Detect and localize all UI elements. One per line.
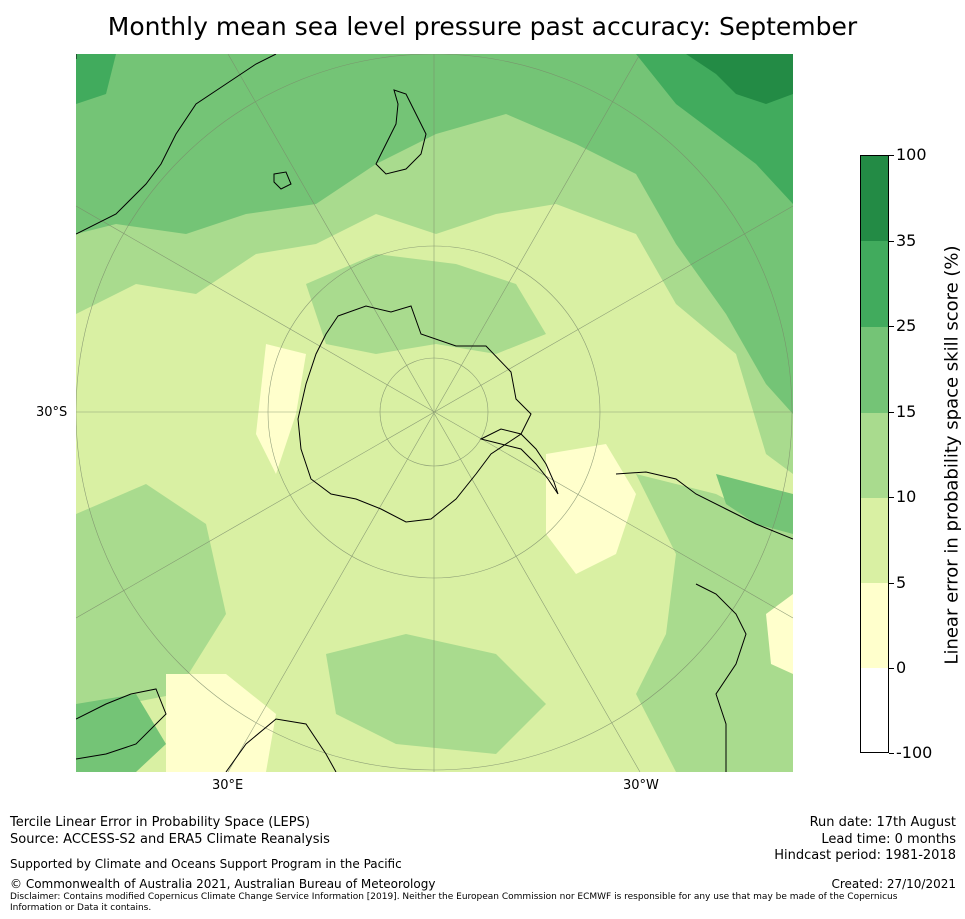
footer-copyright: © Commonwealth of Australia 2021, Austra…: [10, 877, 436, 891]
footer-support: Supported by Climate and Oceans Support …: [10, 857, 402, 871]
colorbar-tick-10: 10: [889, 489, 916, 505]
colorbar-tick-25: 25: [889, 318, 916, 334]
chart-title: Monthly mean sea level pressure past acc…: [107, 12, 858, 41]
coastlines: [76, 54, 793, 772]
field-mid-ring: [306, 254, 546, 354]
field-midhigh-sw: [76, 694, 166, 772]
colorbar: [860, 155, 889, 753]
colorbar-bin-neg100-0: [861, 668, 888, 752]
footer-method: Tercile Linear Error in Probability Spac…: [10, 815, 310, 830]
field-high-nw: [76, 54, 116, 104]
africa-coast: [76, 688, 167, 760]
polar-map[interactable]: [76, 54, 793, 772]
footer-hindcast: Hindcast period: 1981-2018: [774, 848, 956, 863]
colorbar-tick-15: 15: [889, 404, 916, 420]
field-verylow-east: [546, 444, 636, 574]
field-verylow-south: [166, 674, 276, 772]
lon-label-30w: 30°W: [623, 778, 659, 793]
colorbar-tick-5: 5: [889, 575, 906, 591]
field-mid-south: [326, 634, 546, 754]
footer-run-date: Run date: 17th August: [809, 815, 956, 830]
colorbar-bin-0-5: [861, 583, 888, 668]
colorbar-tick-neg100: -100: [889, 745, 932, 761]
footer-source: Source: ACCESS-S2 and ERA5 Climate Reana…: [10, 832, 330, 847]
field-midhigh-north: [76, 54, 793, 414]
new-zealand-coast: [375, 89, 427, 175]
field-mid-west: [76, 484, 226, 714]
colorbar-tick-35: 35: [889, 233, 916, 249]
field-veryhigh-ne: [686, 54, 793, 104]
colorbar-bin-25-35: [861, 241, 888, 327]
lat-label-30s: 30°S: [36, 405, 68, 420]
antarctica-coast: [297, 305, 532, 523]
tasmania-coast: [273, 171, 292, 190]
south-america-coast: [615, 471, 793, 772]
colorbar-tick-100: 100: [889, 147, 927, 163]
field-mid-east: [636, 474, 793, 772]
antarctic-peninsula-coast: [479, 428, 559, 495]
map-canvas: [76, 54, 793, 772]
field-midhigh-east: [716, 474, 793, 534]
graticule: [76, 54, 793, 772]
colorbar-tick-0: 0: [889, 660, 906, 676]
africa-south-coast: [225, 718, 337, 772]
colorbar-bin-5-10: [861, 498, 888, 583]
footer-lead-time: Lead time: 0 months: [821, 832, 956, 847]
australia-coast: [76, 54, 277, 235]
footer-disclaimer-line2: Information or Data it contains.: [10, 903, 152, 913]
colorbar-bin-15-25: [861, 327, 888, 413]
colorbar-bin-10-15: [861, 413, 888, 498]
field-verylow-center: [256, 344, 306, 474]
colorbar-label: Linear error in probability space skill …: [941, 245, 963, 665]
colorbar-bin-35-100: [861, 156, 888, 241]
lon-label-30e: 30°E: [212, 778, 244, 793]
footer-disclaimer-line1: Disclaimer: Contains modified Copernicus…: [10, 892, 898, 902]
footer-created: Created: 27/10/2021: [831, 877, 956, 891]
